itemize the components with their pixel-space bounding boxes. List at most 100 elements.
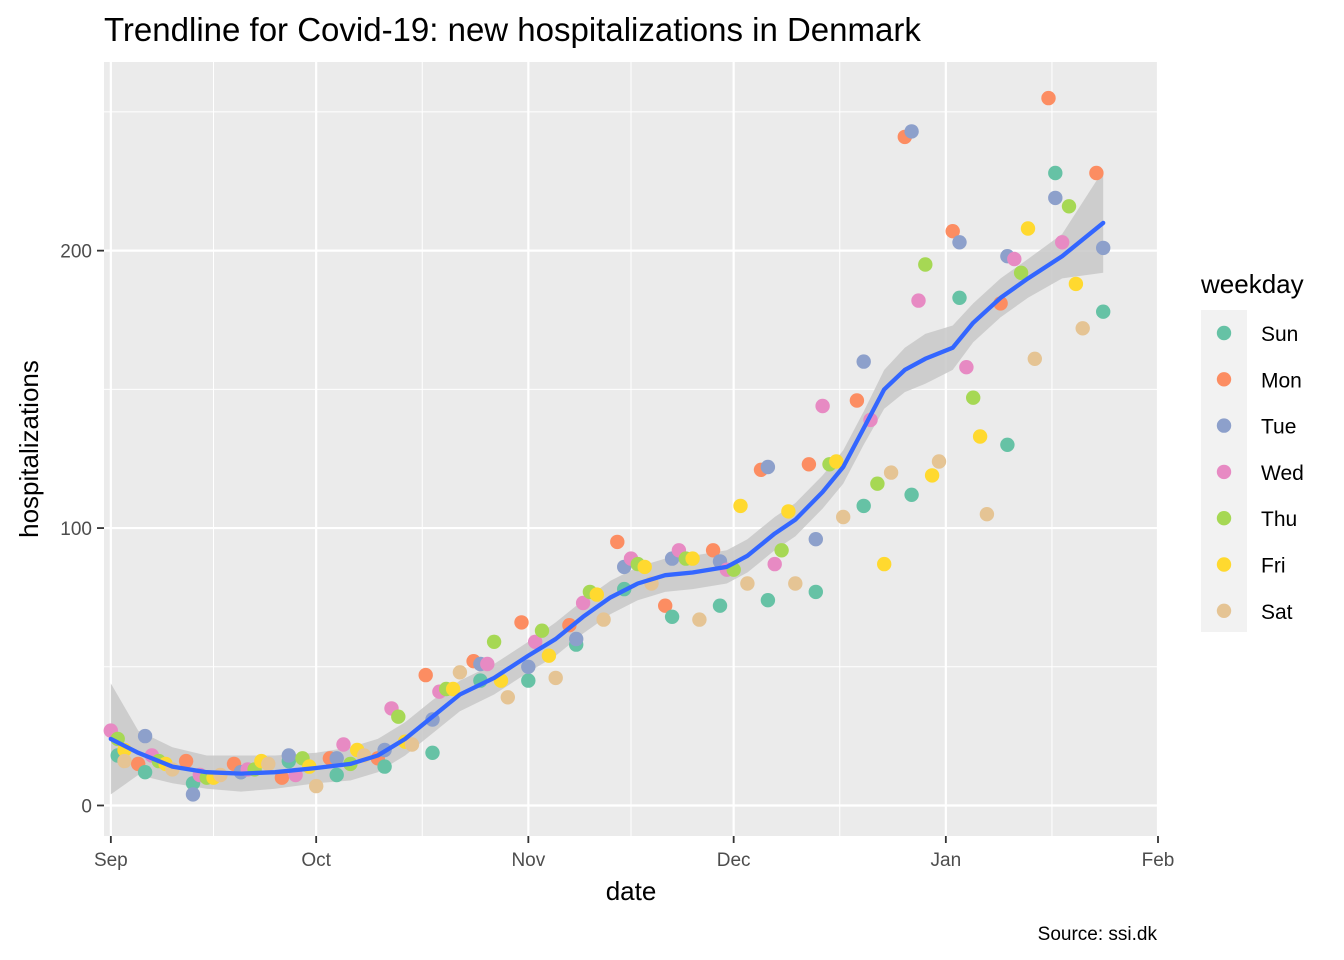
data-point-mon — [178, 753, 194, 769]
data-point-sun — [1096, 304, 1111, 319]
data-point-sun — [808, 584, 823, 600]
data-point-sat — [548, 670, 563, 686]
data-point-sat — [836, 509, 851, 525]
data-point-wed — [959, 360, 974, 375]
data-point-fri — [1020, 221, 1036, 236]
data-point-wed — [1007, 251, 1022, 267]
data-point-sat — [1027, 351, 1043, 366]
data-point-tue — [329, 751, 344, 766]
data-point-mon — [945, 224, 960, 239]
data-point-thu — [534, 623, 550, 638]
data-point-tue — [808, 532, 823, 547]
data-point-wed — [911, 293, 926, 308]
data-point-tue — [760, 459, 776, 475]
data-point-thu — [391, 709, 406, 724]
data-point-sun — [712, 598, 728, 613]
data-point-tue — [952, 235, 967, 250]
data-point-fri — [733, 498, 748, 514]
y-tick-label: 0 — [81, 796, 92, 817]
data-point-mon — [1041, 90, 1056, 106]
axes: Sep Oct Nov Dec Jan Feb 0 100 200 — [60, 242, 1174, 871]
data-point-sat — [500, 690, 515, 705]
data-point-thu — [486, 634, 502, 649]
data-point-tue — [185, 787, 201, 802]
legend-key-mon — [1216, 372, 1232, 387]
data-point-sun — [521, 673, 536, 688]
legend-key-tue — [1216, 418, 1232, 433]
data-point-sat — [1075, 321, 1090, 336]
data-point-fri — [541, 648, 557, 663]
trendline-layer — [108, 220, 1106, 776]
data-point-mon — [418, 667, 433, 683]
legend-key-wed — [1216, 464, 1232, 480]
data-point-sat — [692, 612, 707, 627]
chart-title: Trendline for Covid-19: new hospitalizat… — [104, 11, 921, 48]
legend-label-thu: Thu — [1261, 508, 1297, 531]
data-point-wed — [1055, 235, 1070, 250]
y-tick-label: 100 — [60, 519, 92, 540]
trendline — [108, 220, 1106, 776]
data-point-wed — [528, 634, 543, 649]
legend-title: weekday — [1200, 269, 1304, 299]
data-point-wed — [336, 737, 351, 752]
x-tick-label: Jan — [931, 850, 962, 871]
data-point-sun — [664, 609, 680, 624]
data-point-fri — [877, 556, 892, 572]
data-point-sun — [377, 759, 392, 774]
data-point-thu — [870, 476, 885, 491]
data-point-mon — [705, 543, 721, 558]
data-point-tue — [1096, 240, 1111, 256]
data-point-sat — [883, 465, 899, 480]
legend-key-thu — [1216, 511, 1232, 526]
data-point-tue — [521, 659, 536, 674]
x-tick-label: Dec — [717, 850, 751, 871]
data-point-fri — [685, 551, 700, 566]
legend-key-sat — [1216, 603, 1232, 618]
data-point-sun — [137, 765, 153, 780]
data-point-mon — [274, 770, 290, 785]
data-point-mon — [801, 457, 817, 472]
data-point-fri — [972, 429, 988, 444]
data-point-wed — [480, 656, 495, 672]
data-point-mon — [658, 598, 673, 613]
data-point-sun — [760, 593, 776, 608]
data-point-fri — [589, 587, 604, 602]
data-point-tue — [1048, 190, 1063, 206]
data-point-tue — [569, 631, 584, 647]
x-tick-label: Nov — [511, 850, 545, 871]
x-tick-label: Feb — [1142, 850, 1175, 871]
y-axis-title: hospitalizations — [14, 360, 44, 538]
x-tick-label: Oct — [301, 850, 331, 871]
legend: weekday Sun Mon Tue Wed Thu Fri Sat — [1200, 269, 1304, 632]
data-point-thu — [918, 257, 933, 272]
data-point-thu — [1013, 265, 1029, 280]
data-point-tue — [281, 748, 296, 763]
data-point-tue — [904, 124, 919, 139]
data-point-fri — [924, 468, 940, 483]
x-tick-label: Sep — [94, 850, 128, 871]
data-point-sun — [952, 290, 967, 305]
data-point-sat — [452, 665, 468, 680]
data-point-mon — [1089, 165, 1104, 181]
data-point-sat — [931, 454, 947, 469]
data-point-sun — [1048, 165, 1063, 181]
data-point-tue — [856, 354, 871, 369]
data-point-sat — [740, 576, 755, 591]
points-layer — [103, 90, 1111, 802]
data-point-sat — [261, 756, 276, 772]
data-point-sun — [1000, 437, 1015, 452]
data-point-sun — [425, 745, 440, 760]
data-point-sat — [596, 612, 611, 627]
data-point-sun — [856, 498, 871, 514]
data-point-fri — [637, 559, 652, 575]
data-point-thu — [774, 543, 789, 558]
data-point-sun — [329, 767, 344, 783]
caption: Source: ssi.dk — [1038, 924, 1158, 945]
legend-label-wed: Wed — [1261, 462, 1304, 485]
data-point-fri — [781, 504, 796, 519]
data-point-thu — [1061, 199, 1077, 214]
data-point-mon — [610, 534, 625, 550]
legend-label-tue: Tue — [1261, 416, 1296, 439]
data-point-fri — [1068, 276, 1084, 292]
